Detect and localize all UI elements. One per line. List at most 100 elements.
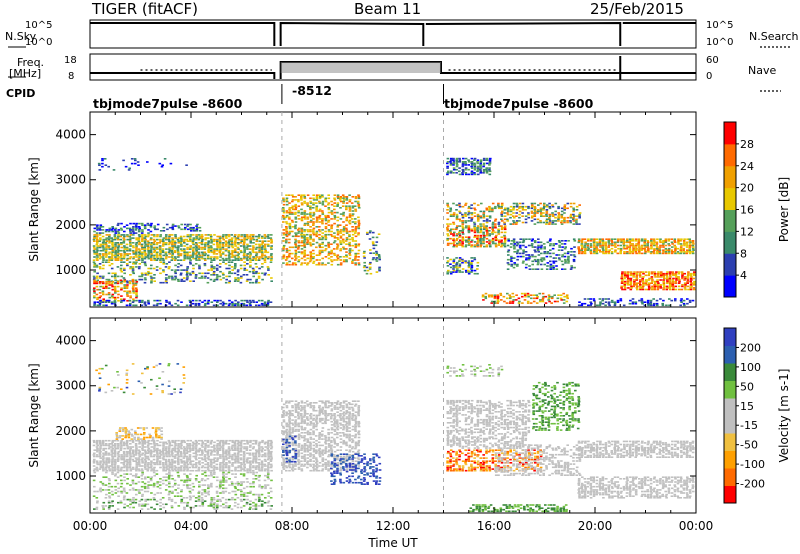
nave-tick-bottom: 0 [706,71,713,82]
velocity-cell-198 [125,439,129,442]
power-cell-1047 [159,281,162,284]
power-cell-3002 [546,241,550,244]
power-cell-3916 [470,263,473,265]
power-cell-804 [270,248,273,250]
power-cell-1099 [185,269,189,271]
velocity-cell-270 [141,457,144,459]
velocity-cell-694 [219,446,222,448]
power-cell-3659 [662,287,666,289]
velocity-cell-665 [212,446,216,448]
velocity-cell-444 [174,469,178,472]
power-cell-3453 [671,243,674,245]
velocity-cell-582 [197,462,201,464]
power-cell-2619 [560,221,563,224]
power-cell-2976 [537,241,540,244]
power-cell-2678 [446,226,449,229]
power-cell-274 [150,246,153,249]
power-cell-3553 [629,282,633,284]
power-cell-998 [129,266,133,268]
power-cell-3270 [605,238,608,240]
velocity-cell-467 [177,458,180,461]
power-cell-2231 [446,165,449,168]
velocity-cell-960 [270,457,273,459]
power-cell-3254 [602,249,605,251]
power-cell-2634 [563,204,567,206]
power-cell-2098 [348,210,352,212]
velocity-cell-840 [245,449,249,451]
velocity-cell-884 [254,452,258,455]
power-cell-2380 [461,216,465,219]
velocity-cell-364 [158,460,162,462]
power-cell-3064 [567,251,570,253]
power-cell-1987 [335,248,339,250]
power-cell-2135 [354,243,358,245]
power-cell-1666 [297,251,301,253]
power-cell-7 [92,245,96,247]
power-cell-892 [153,225,157,227]
power-cell-1875 [321,251,324,253]
power-cell-2307 [476,167,480,169]
velocity-cell-474 [177,447,180,450]
power-cell-142 [119,235,123,238]
power-cell-1629 [291,196,295,198]
power-cell-3365 [640,249,643,251]
power-cell-3705 [674,282,678,284]
power-cell-3912 [470,269,474,272]
power-cell-2002 [336,205,339,207]
power-cell-2308 [476,165,480,168]
power-cell-1103 [189,274,192,276]
power-cell-3151 [538,292,541,295]
velocity-cell-713 [221,447,225,450]
velocity-cell-494 [180,441,184,444]
power-cell-77 [107,246,111,249]
power-cell-2755 [473,241,477,243]
power-cell-2162 [357,227,361,230]
power-cell-846 [119,227,123,230]
power-cell-3328 [628,249,632,251]
power-cell-991 [126,281,129,284]
power-cell-750 [258,257,261,260]
power-cell-3336 [631,252,635,255]
power-cell-914 [186,225,189,227]
power-cell-408 [180,243,183,246]
power-cell-1412 [147,301,150,303]
velocity-cell-132 [114,443,117,445]
power-cell-2964 [533,240,537,242]
power-cell-2017 [339,237,343,239]
velocity-cell-477 [177,443,180,445]
power-cell-2103 [348,199,352,201]
power-cell-3793 [604,298,608,300]
velocity-cell-123 [114,458,117,461]
power-cell-3022 [551,247,555,250]
power-cell-3650 [659,287,663,289]
power-cell-98 [111,238,114,241]
power-cell-2015 [339,241,342,244]
power-cell-2387 [464,213,467,216]
power-cell-1622 [291,213,294,215]
velocity-cell-72 [105,458,109,461]
power-cell-1335 [126,295,129,297]
power-cell-2583 [545,209,549,211]
power-cell-504 [200,242,204,244]
power-cell-1248 [93,295,96,297]
power-cell-2541 [530,202,534,205]
power-cell-3475 [679,247,683,250]
power-cell-2304 [477,173,480,176]
power-cell-1818 [312,202,315,204]
power-cell-3568 [633,271,636,273]
power-cell-737 [255,259,258,261]
velocity-cell-7 [92,454,96,456]
power-cell-1565 [285,248,289,250]
power-cell-2532 [527,205,530,208]
power-cell-2593 [548,207,552,210]
power-cell-766 [260,251,264,254]
velocity-cell-781 [237,469,240,472]
power-cell-2061 [344,240,348,242]
power-cell-813 [93,227,97,230]
power-cell-786 [263,240,267,242]
velocity-cell-229 [135,469,138,472]
power-cell-617 [228,253,231,255]
power-cell-667 [237,238,240,241]
power-cell-540 [209,249,213,252]
power-cell-3667 [662,274,666,277]
